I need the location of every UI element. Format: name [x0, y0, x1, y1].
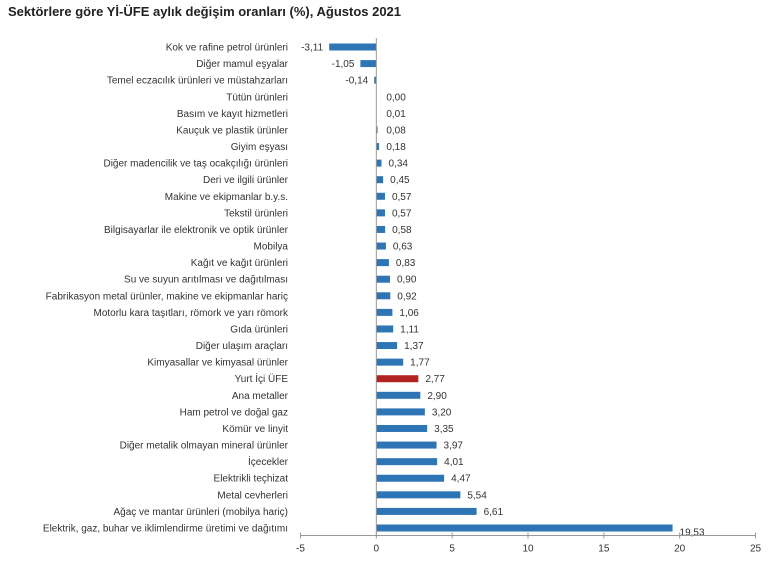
category-label: Ağaç ve mantar ürünleri (mobilya hariç) [113, 507, 288, 518]
data-label: 1,37 [404, 341, 424, 352]
bar [376, 259, 389, 267]
data-label: 1,11 [400, 324, 419, 335]
category-label: Diğer madencilik ve taş ocakçılığı ürünl… [103, 159, 288, 170]
data-label: 0,57 [392, 192, 412, 203]
bar [376, 491, 461, 499]
x-tick-label: 0 [374, 544, 380, 555]
category-label: Yurt İçi ÜFE [235, 372, 289, 385]
data-label: 0,00 [386, 92, 406, 103]
category-label: Mobilya [254, 242, 289, 253]
category-label: Kimyasallar ve kimyasal ürünler [147, 358, 288, 369]
bar [376, 358, 404, 366]
data-label: 0,58 [392, 225, 412, 236]
data-label: 6,61 [484, 507, 504, 518]
bar [376, 275, 390, 283]
category-label: Kauçuk ve plastik ürünler [176, 125, 288, 136]
category-label: Giyim eşyası [231, 142, 288, 153]
data-label: 0,45 [390, 175, 410, 186]
data-label: 0,57 [392, 208, 412, 219]
x-tick-label: 5 [449, 544, 455, 555]
category-label: Makine ve ekipmanlar b.y.s. [165, 192, 288, 203]
data-label: 0,01 [386, 109, 406, 120]
data-label: 0,92 [397, 291, 417, 302]
bar [376, 458, 438, 466]
data-label: 4,47 [451, 474, 471, 485]
category-label: Ham petrol ve doğal gaz [180, 407, 288, 418]
bar [376, 192, 385, 200]
category-label: Tekstil ürünleri [224, 208, 288, 219]
category-label: Elektrikli teçhizat [214, 474, 289, 485]
data-label: 19,53 [680, 528, 705, 539]
data-label: 0,63 [393, 242, 413, 253]
category-label: Ana metaller [232, 391, 289, 402]
x-tick-label: 10 [522, 544, 534, 555]
category-label: Diğer mamul eşyalar [196, 59, 288, 70]
bar [376, 524, 673, 532]
x-tick-label: 25 [750, 544, 762, 555]
bar [376, 342, 398, 350]
data-label: -3,11 [301, 43, 323, 54]
data-label: 2,77 [425, 374, 445, 385]
category-label: Gıda ürünleri [230, 324, 288, 335]
bar [376, 176, 384, 184]
category-label: Basım ve kayıt hizmetleri [177, 109, 288, 120]
category-label: Kağıt ve kağıt ürünleri [191, 258, 288, 269]
data-label: 0,18 [386, 142, 406, 153]
category-label: Kömür ve linyit [222, 424, 288, 435]
data-label: 0,90 [397, 275, 417, 286]
bar [376, 507, 477, 515]
data-label: 1,77 [410, 358, 430, 369]
bar [376, 126, 378, 134]
bar [376, 424, 428, 432]
data-label: 1,06 [399, 308, 419, 319]
category-label: Elektrik, gaz, buhar ve iklimlendirme ür… [43, 524, 288, 535]
bar [376, 143, 380, 151]
category-label: Fabrikasyon metal ürünler, makine ve eki… [46, 291, 288, 302]
bar [376, 375, 419, 383]
data-label: -0,14 [345, 76, 368, 87]
category-label: İçecekler [248, 455, 289, 468]
data-label: 0,34 [388, 159, 408, 170]
bar [360, 60, 377, 68]
x-tick-label: -5 [296, 544, 305, 555]
data-label: 0,08 [386, 125, 406, 136]
category-label: Metal cevherleri [217, 490, 288, 501]
data-label: 5,54 [467, 490, 487, 501]
category-label: Su ve suyun arıtılması ve dağıtılması [124, 275, 288, 286]
data-label: 0,83 [396, 258, 416, 269]
bar [376, 308, 393, 316]
bar [376, 391, 421, 399]
bar [376, 209, 385, 217]
category-label: Diğer metalik olmayan mineral ürünler [120, 441, 289, 452]
bar [376, 159, 382, 167]
data-label: 2,90 [427, 391, 447, 402]
bar [376, 242, 386, 250]
category-label: Kok ve rafine petrol ürünleri [166, 43, 288, 54]
category-label: Motorlu kara taşıtları, römork ve yarı r… [94, 308, 289, 319]
chart-title: Sektörlere göre Yİ-ÜFE aylık değişim ora… [8, 4, 402, 19]
data-label: -1,05 [332, 59, 355, 70]
bar [329, 43, 377, 51]
bar [376, 474, 445, 482]
category-label: Diğer ulaşım araçları [196, 341, 288, 352]
data-label: 4,01 [444, 457, 464, 468]
category-label: Bilgisayarlar ile elektronik ve optik ür… [104, 225, 289, 236]
data-label: 3,35 [434, 424, 454, 435]
bar [376, 408, 425, 416]
category-label: Tütün ürünleri [226, 92, 288, 103]
x-tick-label: 15 [598, 544, 610, 555]
bar [376, 225, 386, 233]
bar [376, 325, 394, 333]
data-label: 3,20 [432, 407, 452, 418]
data-label: 3,97 [444, 441, 464, 452]
bar [376, 292, 391, 300]
category-label: Temel eczacılık ürünleri ve müstahzarlar… [107, 76, 288, 87]
category-label: Deri ve ilgili ürünler [203, 175, 289, 186]
bar [376, 441, 437, 449]
bar [374, 76, 377, 84]
x-tick-label: 20 [674, 544, 686, 555]
